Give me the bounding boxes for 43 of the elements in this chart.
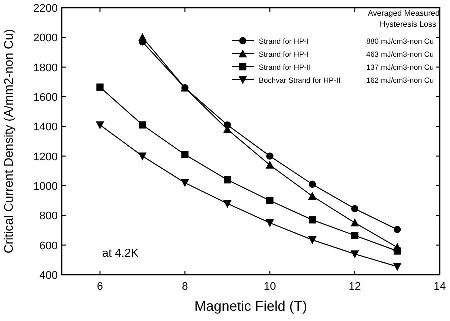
x-tick-label: 8 [182,281,188,293]
y-tick-label: 1400 [34,122,58,134]
point [393,263,402,272]
y-tick-label: 800 [40,210,58,223]
point [350,250,360,259]
point [350,218,360,227]
y-tick-label: 1800 [34,62,58,74]
legend-title: Averaged Measured Hysteresis Loss [368,9,440,29]
y-tick-label: 2200 [34,3,58,15]
point [266,197,274,204]
x-tick-label: 6 [97,281,104,293]
point [394,248,402,255]
point [182,151,189,158]
point [394,226,402,234]
x-tick-label: 12 [348,281,362,293]
x-tick-label: 14 [434,281,446,293]
point [96,122,104,130]
point [180,179,190,188]
point [308,180,316,188]
y-tick-label: 1600 [34,92,58,104]
y-axis-title: Critical Current Density (A/mm2-non Cu) [2,29,16,254]
point [96,84,104,91]
point [308,216,316,224]
point [224,176,232,184]
y-tick-label: 1200 [34,151,58,164]
point [308,192,317,200]
x-axis-title: Magnetic Field (T) [194,298,308,314]
point [351,205,359,213]
point [308,236,317,245]
point [138,152,147,161]
x-tick-label: 10 [264,281,276,293]
point [266,219,274,228]
point [139,122,146,129]
y-tick-label: 2000 [34,32,58,45]
annotation: at 4.2K [102,248,140,260]
point [266,152,274,160]
point [351,232,359,240]
y-tick-label: 400 [40,270,58,282]
point [223,200,232,208]
point [266,160,274,169]
y-tick-label: 600 [40,240,58,252]
y-tick-label: 1000 [34,181,58,193]
point [138,33,147,42]
